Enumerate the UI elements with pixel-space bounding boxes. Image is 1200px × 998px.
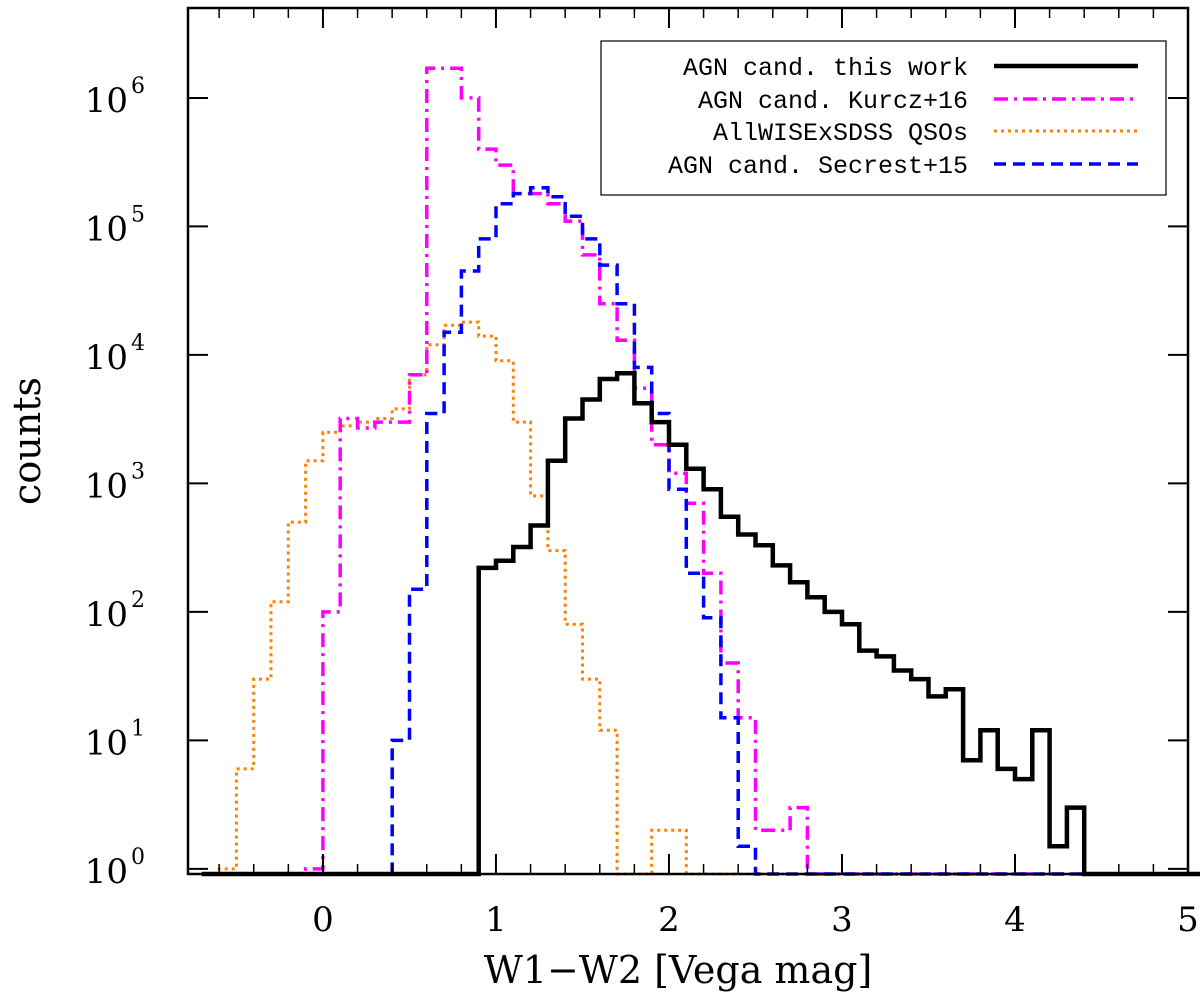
series-allwisexsdss-qsos (201, 320, 1200, 876)
x-tick-label: 4 (1004, 900, 1026, 940)
y-tick-label-base: 10 (85, 466, 128, 506)
series-agn-cand-secrest-15 (201, 185, 1200, 876)
legend-label-secrest: AGN cand. Secrest+15 (668, 152, 968, 181)
y-tick-label-base: 10 (85, 209, 128, 249)
x-tick-label: 1 (485, 900, 507, 940)
y-tick-label-exponent: 2 (131, 588, 145, 613)
x-tick-label: 2 (658, 900, 680, 940)
x-tick-label: 0 (312, 900, 334, 940)
legend-swatches (994, 63, 1138, 166)
y-tick-label-exponent: 5 (131, 202, 145, 227)
y-tick-label-exponent: 4 (131, 331, 145, 356)
y-tick-label-exponent: 0 (131, 845, 145, 870)
y-tick-label-exponent: 6 (131, 74, 145, 99)
plot-frame (186, 6, 1190, 876)
x-tick-label: 3 (831, 900, 853, 940)
y-tick-label-base: 10 (85, 81, 128, 121)
axis-ticks (188, 8, 1189, 874)
x-tick-labels: 0 1 2 3 4 5 (312, 900, 1199, 940)
x-axis-title: W1−W2 [Vega mag] (484, 948, 873, 992)
y-tick-label-exponent: 1 (131, 716, 145, 741)
legend-label-allwise-sdss: AllWISExSDSS QSOs (713, 119, 968, 148)
legend: AGN cand. this work AGN cand. Kurcz+16 A… (600, 40, 1167, 196)
y-tick-label-exponent: 3 (131, 459, 145, 484)
y-tick-label-base: 10 (85, 723, 128, 763)
x-tick-label: 5 (1177, 900, 1199, 940)
y-axis-title: counts (5, 377, 49, 505)
y-tick-label-base: 10 (85, 595, 128, 635)
legend-label-this-work: AGN cand. this work (683, 54, 968, 83)
legend-label-kurcz: AGN cand. Kurcz+16 (698, 87, 968, 116)
y-tick-label-base: 10 (85, 338, 128, 378)
y-tick-label-base: 10 (85, 852, 128, 892)
